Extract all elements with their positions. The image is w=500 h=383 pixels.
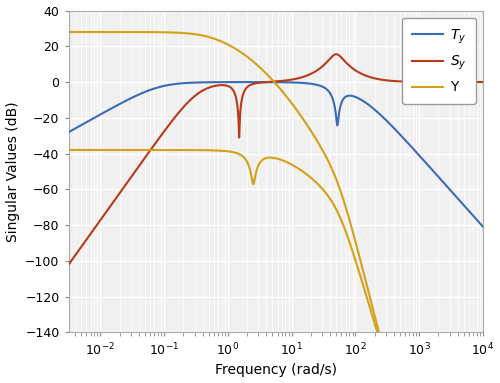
- X-axis label: Frequency (rad/s): Frequency (rad/s): [214, 363, 336, 377]
- Legend: $T_y$, $S_y$, Y: $T_y$, $S_y$, Y: [402, 18, 476, 104]
- Y-axis label: Singular Values (dB): Singular Values (dB): [6, 101, 20, 242]
